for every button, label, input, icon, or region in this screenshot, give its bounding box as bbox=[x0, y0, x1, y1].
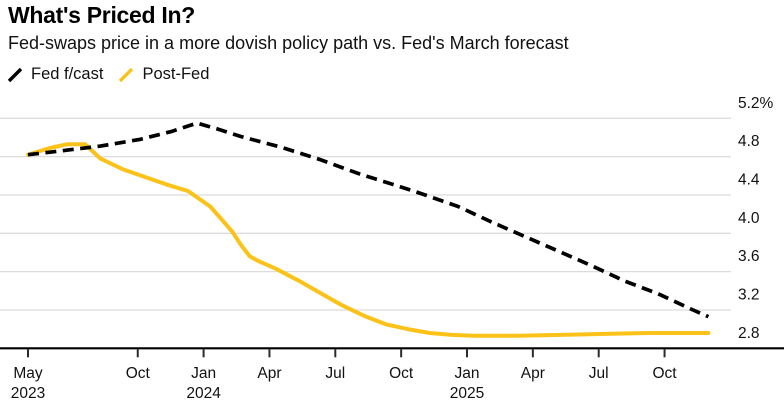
y-axis-label: 2.8 bbox=[738, 325, 760, 342]
y-axis-label: 5.2% bbox=[738, 95, 774, 112]
legend-item-label: Post-Fed bbox=[142, 65, 210, 83]
series-line-post-fed bbox=[26, 142, 711, 338]
legend: Fed f/cast Post-Fed bbox=[7, 65, 209, 84]
x-tick-month-label: Apr bbox=[257, 365, 281, 382]
x-tick-month-label: Jan bbox=[191, 365, 216, 382]
x-tick-month-label: Oct bbox=[652, 365, 677, 382]
x-tick-year-label: 2024 bbox=[186, 385, 221, 402]
y-axis-label: 4.0 bbox=[738, 210, 760, 227]
y-axis-label: 4.8 bbox=[738, 133, 760, 150]
y-axis-label: 4.4 bbox=[738, 171, 760, 188]
x-tick-year-label: 2025 bbox=[450, 385, 484, 402]
x-tick-month-label: Oct bbox=[389, 365, 414, 382]
x-tick-month-label: Jan bbox=[455, 365, 480, 382]
page-title: What's Priced In? bbox=[8, 2, 195, 28]
legend-item-post-fed: Post-Fed bbox=[118, 65, 209, 84]
fed-fcast-slash-icon bbox=[7, 67, 23, 83]
page-subtitle: Fed-swaps price in a more dovish policy … bbox=[8, 33, 569, 53]
x-tick-month-label: Jul bbox=[325, 365, 345, 382]
x-tick-month-label: Jul bbox=[589, 365, 609, 382]
x-tick-year-label: 2023 bbox=[11, 385, 45, 402]
legend-item-fed-fcast: Fed f/cast bbox=[7, 65, 103, 84]
y-axis-label: 3.6 bbox=[738, 248, 760, 265]
x-tick-month-label: Oct bbox=[126, 365, 151, 382]
series-line-fed-f-cast bbox=[27, 121, 710, 319]
x-tick-month-label: Apr bbox=[521, 365, 545, 382]
legend-item-label: Fed f/cast bbox=[31, 65, 104, 83]
x-tick-month-label: May bbox=[13, 365, 43, 382]
y-axis-label: 3.2 bbox=[738, 286, 760, 303]
post-fed-slash-icon bbox=[119, 67, 134, 83]
